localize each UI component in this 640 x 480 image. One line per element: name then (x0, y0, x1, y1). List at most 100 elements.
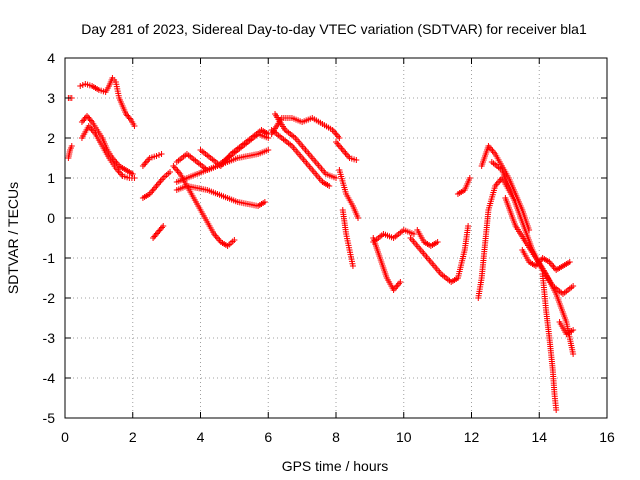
data-point (92, 125, 99, 131)
data-point (426, 257, 433, 264)
data-point (317, 119, 324, 126)
series-arc-a (65, 143, 75, 161)
data-point (189, 193, 196, 199)
data-point (464, 225, 471, 232)
data-point (242, 153, 249, 160)
data-point (253, 202, 260, 209)
data-point (419, 237, 426, 243)
data-point (531, 253, 538, 260)
data-point (342, 228, 349, 235)
data-point (432, 240, 439, 246)
data-point (192, 184, 199, 191)
data-point (226, 152, 233, 159)
data-point (205, 153, 212, 160)
data-point (277, 133, 284, 140)
data-point (158, 224, 165, 231)
data-point (286, 115, 293, 121)
data-point (232, 198, 239, 205)
data-point (436, 269, 443, 276)
data-point (465, 177, 472, 183)
data-point (348, 201, 355, 207)
data-point (460, 188, 467, 194)
data-point (399, 228, 406, 235)
data-point (128, 170, 135, 176)
data-point (126, 115, 133, 122)
x-axis-label: GPS time / hours (282, 458, 389, 474)
data-point (130, 121, 137, 127)
data-point (108, 153, 115, 159)
data-point (212, 190, 219, 197)
x-tick-label: 12 (464, 429, 480, 445)
data-point (153, 230, 160, 237)
data-point (122, 109, 129, 115)
data-point (121, 166, 128, 172)
series-arc-p (272, 111, 339, 181)
data-point (378, 232, 385, 239)
data-point (490, 149, 497, 156)
data-point (518, 217, 525, 223)
data-point (497, 161, 504, 167)
data-point (569, 348, 576, 355)
data-point (354, 213, 361, 219)
data-point (307, 165, 314, 172)
data-point (151, 153, 158, 160)
data-point (301, 145, 308, 152)
data-point (376, 253, 383, 259)
y-tick-label: -3 (43, 330, 56, 346)
data-point (165, 170, 172, 177)
x-tick-label: 10 (396, 429, 412, 445)
data-point (94, 86, 101, 92)
grid-lines (65, 58, 607, 418)
data-point (156, 152, 163, 158)
series-arc-i (170, 163, 238, 249)
series-arc-f (139, 151, 165, 169)
series-arc-y (475, 175, 519, 301)
data-point (181, 175, 188, 182)
y-tick-label: -1 (43, 250, 56, 266)
y-tick-label: 0 (47, 210, 55, 226)
data-point (202, 165, 209, 172)
data-point (158, 176, 165, 183)
data-point (115, 92, 122, 99)
x-tick-label: 0 (61, 429, 69, 445)
series-arc-g (139, 169, 174, 201)
data-point (144, 192, 151, 198)
x-tick-label: 4 (197, 429, 205, 445)
series-arc-t (370, 235, 404, 293)
data-point (461, 249, 468, 256)
y-tick-label: 1 (47, 170, 55, 186)
series-arc-h (150, 223, 167, 241)
data-point (416, 245, 423, 252)
data-point (383, 273, 390, 279)
data-point (86, 82, 93, 89)
data-point (552, 289, 559, 295)
data-point (317, 177, 324, 184)
chart-title: Day 281 of 2023, Sidereal Day-to-day VTE… (81, 21, 587, 37)
x-tick-label: 14 (531, 429, 547, 445)
data-point (192, 157, 199, 164)
data-point (321, 169, 328, 176)
data-point (100, 88, 107, 95)
data-point (330, 174, 337, 181)
data-point (453, 276, 460, 282)
data-point (229, 238, 236, 245)
data-point (202, 186, 209, 193)
data-point (111, 77, 118, 83)
series-arc-m (197, 127, 272, 169)
data-point (236, 144, 243, 151)
data-point (521, 237, 528, 244)
data-point (287, 141, 294, 148)
data-point (216, 237, 223, 244)
data-point (192, 171, 199, 178)
y-axis-label: SDTVAR / TECUs (5, 182, 21, 294)
data-point (565, 260, 572, 266)
series-arc-j (173, 183, 268, 209)
data-point (511, 221, 518, 227)
y-tick-label: -2 (43, 290, 56, 306)
data-point (531, 262, 538, 268)
data-point (335, 133, 342, 140)
data-point (508, 189, 515, 195)
data-point (242, 200, 249, 207)
data-point (97, 133, 104, 139)
